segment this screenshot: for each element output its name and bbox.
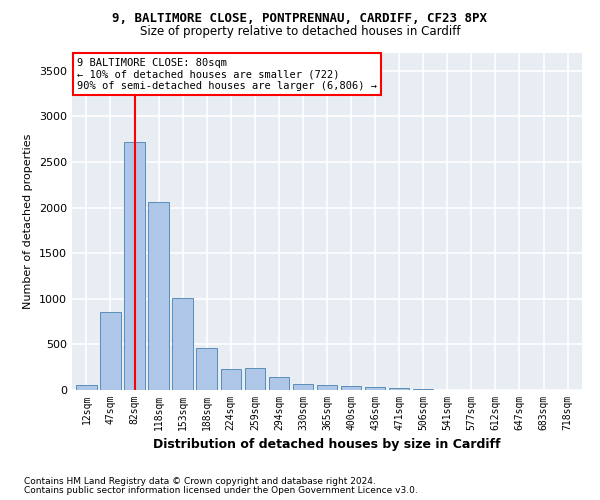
Text: 9 BALTIMORE CLOSE: 80sqm
← 10% of detached houses are smaller (722)
90% of semi-: 9 BALTIMORE CLOSE: 80sqm ← 10% of detach…: [77, 58, 377, 91]
Bar: [413, 389, 433, 390]
Y-axis label: Number of detached properties: Number of detached properties: [23, 134, 34, 309]
Bar: [269, 377, 289, 390]
Text: Size of property relative to detached houses in Cardiff: Size of property relative to detached ho…: [140, 25, 460, 38]
Bar: [148, 202, 169, 390]
Bar: [76, 384, 97, 390]
Bar: [100, 312, 121, 390]
Bar: [317, 385, 337, 390]
Bar: [221, 368, 241, 390]
Bar: [365, 388, 385, 390]
Text: Contains HM Land Registry data © Crown copyright and database right 2024.: Contains HM Land Registry data © Crown c…: [24, 477, 376, 486]
Bar: [341, 386, 361, 390]
Bar: [172, 298, 193, 390]
Bar: [389, 388, 409, 390]
X-axis label: Distribution of detached houses by size in Cardiff: Distribution of detached houses by size …: [153, 438, 501, 452]
Text: Contains public sector information licensed under the Open Government Licence v3: Contains public sector information licen…: [24, 486, 418, 495]
Text: 9, BALTIMORE CLOSE, PONTPRENNAU, CARDIFF, CF23 8PX: 9, BALTIMORE CLOSE, PONTPRENNAU, CARDIFF…: [113, 12, 487, 26]
Bar: [124, 142, 145, 390]
Bar: [293, 384, 313, 390]
Bar: [245, 368, 265, 390]
Bar: [196, 348, 217, 390]
